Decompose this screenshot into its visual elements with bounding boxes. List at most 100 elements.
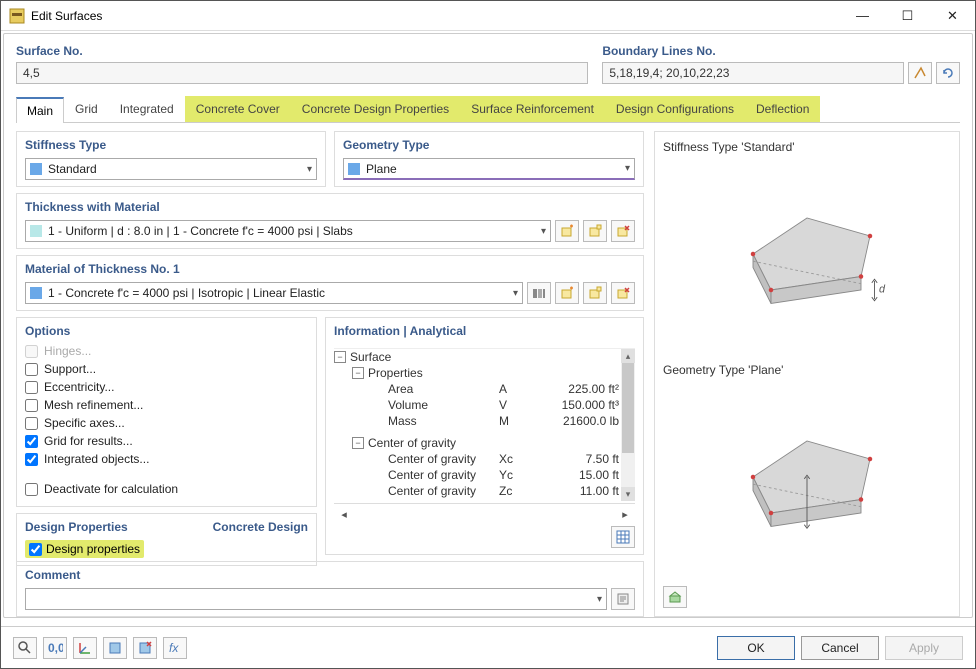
option-mesh-refinement[interactable]: Mesh refinement... [25,398,308,412]
bottom-toolbar: 0,00 fx OK Cancel Apply [1,626,975,668]
comment-title: Comment [25,568,635,582]
info-title: Information | Analytical [334,324,635,338]
info-table-icon[interactable] [611,526,635,548]
geometry-color-icon [348,163,360,175]
preview-panel: Stiffness Type 'Standard' d Geometry Typ… [654,131,960,617]
option-grid-results[interactable]: Grid for results... [25,434,308,448]
chevron-down-icon: ▾ [513,288,518,299]
scroll-up-icon[interactable]: ▴ [621,349,635,363]
geometry-title: Geometry Type [343,138,635,152]
info-properties-label: Properties [368,366,619,380]
cancel-button[interactable]: Cancel [801,636,879,660]
material-panel: Material of Thickness No. 1 1 - Concrete… [16,255,644,311]
app-icon [9,8,25,24]
design-props-title: Design Properties [25,520,128,534]
material-edit-icon[interactable] [611,282,635,304]
material-dropdown[interactable]: 1 - Concrete f'c = 4000 psi | Isotropic … [25,282,523,304]
thickness-color-icon [30,225,42,237]
material-color-icon [30,287,42,299]
tool-units-icon[interactable]: 0,00 [43,637,67,659]
svg-text:0,00: 0,00 [48,641,63,655]
material-library-icon[interactable] [527,282,551,304]
cog-y: Center of gravityYc15.00 ft [334,467,619,483]
surface-no-label: Surface No. [16,44,588,58]
material-value: 1 - Concrete f'c = 4000 psi | Isotropic … [48,286,513,300]
tab-integrated[interactable]: Integrated [109,96,185,122]
apply-button[interactable]: Apply [885,636,963,660]
tool-surface1-icon[interactable] [103,637,127,659]
thickness-dropdown[interactable]: 1 - Uniform | d : 8.0 in | 1 - Concrete … [25,220,551,242]
info-nav-right[interactable]: ▸ [615,506,635,522]
preview-stiffness-image: d [663,162,951,355]
window-title: Edit Surfaces [31,9,840,23]
info-cog-label: Center of gravity [368,436,619,450]
boundary-input[interactable] [602,62,904,84]
cog-z: Center of gravityZc11.00 ft [334,483,619,499]
comment-edit-icon[interactable] [611,588,635,610]
tab-concrete-design-properties[interactable]: Concrete Design Properties [291,96,460,122]
material-title: Material of Thickness No. 1 [25,262,635,276]
info-nav-left[interactable]: ◂ [334,506,354,522]
tab-main[interactable]: Main [16,97,64,123]
prop-area: AreaA225.00 ft² [334,381,619,397]
tab-concrete-cover[interactable]: Concrete Cover [185,96,291,122]
tab-design-configurations[interactable]: Design Configurations [605,96,745,122]
option-deactivate[interactable]: Deactivate for calculation [25,482,308,496]
thickness-delete-icon[interactable] [611,220,635,242]
tool-help-icon[interactable] [13,637,37,659]
minimize-button[interactable]: — [840,1,885,31]
ok-button[interactable]: OK [717,636,795,660]
thickness-copy-icon[interactable] [583,220,607,242]
option-eccentricity[interactable]: Eccentricity... [25,380,308,394]
tab-surface-reinforcement[interactable]: Surface Reinforcement [460,96,605,122]
boundary-refresh-icon[interactable] [936,62,960,84]
stiffness-dropdown[interactable]: Standard ▾ [25,158,317,180]
svg-text:fx: fx [169,641,179,655]
option-support[interactable]: Support... [25,362,308,376]
chevron-down-icon: ▾ [541,226,546,237]
scroll-thumb[interactable] [622,363,634,453]
stiffness-value: Standard [48,162,307,176]
thickness-new-icon[interactable] [555,220,579,242]
tab-grid[interactable]: Grid [64,96,109,122]
info-panel: Information | Analytical −Surface −Prope… [325,317,644,555]
preview-stiffness-label: Stiffness Type 'Standard' [663,140,951,154]
thickness-value: 1 - Uniform | d : 8.0 in | 1 - Concrete … [48,224,541,238]
chevron-down-icon: ▾ [625,163,630,174]
tool-axes-icon[interactable] [73,637,97,659]
stiffness-title: Stiffness Type [25,138,317,152]
maximize-button[interactable]: ☐ [885,1,930,31]
comment-dropdown[interactable]: ▾ [25,588,607,610]
material-copy-icon[interactable] [583,282,607,304]
scroll-down-icon[interactable]: ▾ [621,487,635,501]
design-properties-panel: Design Properties Concrete Design Design… [16,513,317,566]
close-button[interactable]: ✕ [930,1,975,31]
boundary-pick-icon[interactable] [908,62,932,84]
tool-surface2-icon[interactable] [133,637,157,659]
info-scrollbar[interactable]: ▴ ▾ [621,349,635,501]
geometry-value: Plane [366,162,625,176]
preview-settings-icon[interactable] [663,586,687,608]
option-specific-axes[interactable]: Specific axes... [25,416,308,430]
tab-deflection[interactable]: Deflection [745,96,820,122]
cog-x: Center of gravityXc7.50 ft [334,451,619,467]
prop-volume: VolumeV150.000 ft³ [334,397,619,413]
options-panel: Options Hinges... Support... Eccentricit… [16,317,317,507]
tool-function-icon[interactable]: fx [163,637,187,659]
design-properties-checkbox[interactable]: Design properties [25,540,144,558]
header-fields: Surface No. Boundary Lines No. [16,44,960,84]
option-integrated-objects[interactable]: Integrated objects... [25,452,308,466]
collapse-icon[interactable]: − [352,367,364,379]
material-new-icon[interactable] [555,282,579,304]
surface-no-input[interactable] [16,62,588,84]
collapse-icon[interactable]: − [352,437,364,449]
option-hinges: Hinges... [25,344,308,358]
collapse-icon[interactable]: − [334,351,346,363]
geometry-dropdown[interactable]: Plane ▾ [343,158,635,180]
options-title: Options [25,324,308,338]
stiffness-panel: Stiffness Type Standard ▾ [16,131,326,187]
titlebar: Edit Surfaces — ☐ ✕ [1,1,975,31]
tabs: Main Grid Integrated Concrete Cover Conc… [16,96,960,123]
thickness-title: Thickness with Material [25,200,635,214]
preview-geometry-label: Geometry Type 'Plane' [663,363,951,377]
